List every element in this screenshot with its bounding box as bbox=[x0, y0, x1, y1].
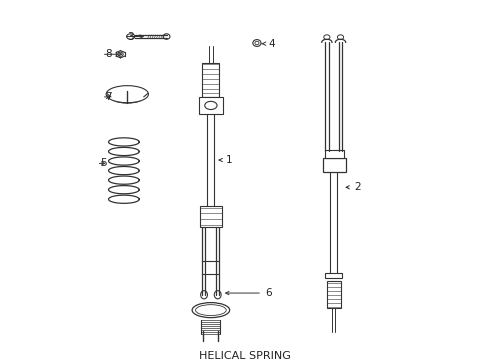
Bar bbox=[327, 281, 341, 309]
Ellipse shape bbox=[163, 34, 170, 39]
Ellipse shape bbox=[338, 35, 343, 40]
Bar bbox=[199, 97, 223, 114]
Ellipse shape bbox=[196, 305, 226, 316]
Text: 8: 8 bbox=[105, 49, 112, 59]
Bar bbox=[200, 206, 222, 226]
Bar bbox=[325, 150, 344, 158]
Text: 4: 4 bbox=[269, 39, 275, 49]
Text: 3: 3 bbox=[127, 32, 134, 41]
Text: 7: 7 bbox=[105, 92, 112, 102]
Ellipse shape bbox=[111, 91, 144, 103]
Text: 6: 6 bbox=[266, 288, 272, 298]
Ellipse shape bbox=[117, 93, 138, 101]
Ellipse shape bbox=[205, 102, 217, 109]
Bar bbox=[323, 158, 345, 172]
Ellipse shape bbox=[324, 35, 330, 40]
Text: 5: 5 bbox=[100, 158, 107, 168]
Bar bbox=[325, 273, 342, 278]
Text: 1: 1 bbox=[226, 155, 233, 165]
Ellipse shape bbox=[255, 41, 259, 45]
Ellipse shape bbox=[118, 52, 123, 56]
Ellipse shape bbox=[126, 34, 135, 39]
Bar bbox=[202, 63, 220, 97]
Ellipse shape bbox=[214, 291, 221, 299]
Ellipse shape bbox=[192, 303, 230, 318]
Text: 2: 2 bbox=[354, 182, 361, 192]
Ellipse shape bbox=[200, 291, 207, 299]
Ellipse shape bbox=[253, 40, 261, 46]
Text: HELICAL SPRING: HELICAL SPRING bbox=[199, 351, 291, 360]
Ellipse shape bbox=[106, 86, 148, 103]
